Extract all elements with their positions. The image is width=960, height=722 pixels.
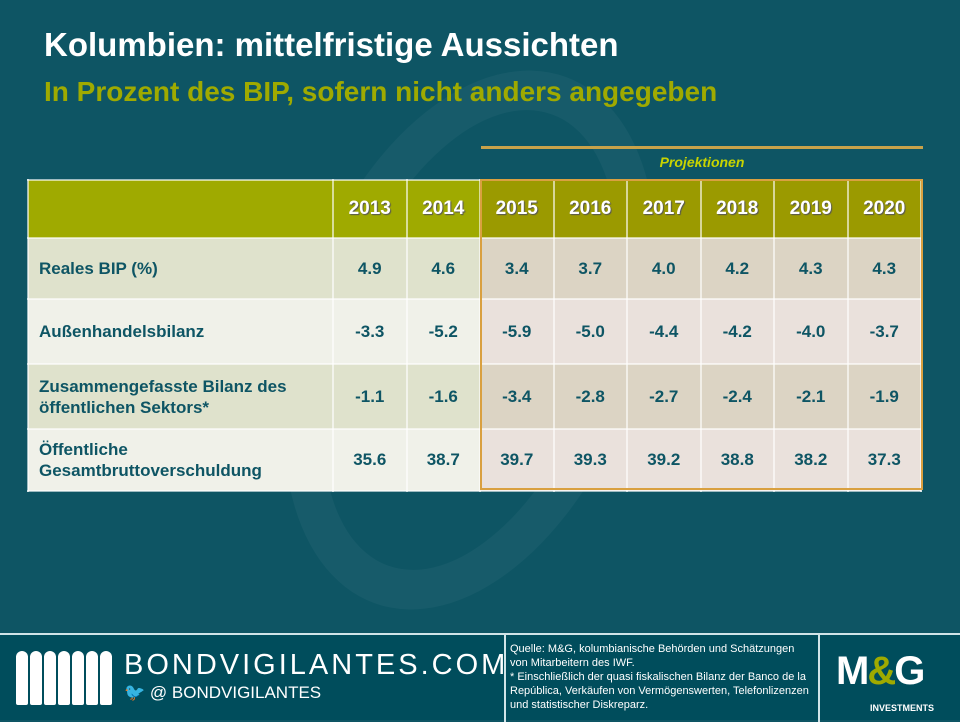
table-cell: -2.8: [552, 363, 628, 430]
table-cell: -1.9: [846, 363, 922, 430]
year-header: 2020: [846, 179, 922, 239]
table-cell: 35.6: [332, 428, 408, 492]
divider: [504, 635, 506, 722]
table-cell: 4.3: [846, 237, 922, 300]
table-cell: 39.2: [626, 428, 702, 492]
page-title: Kolumbien: mittelfristige Aussichten: [44, 26, 619, 63]
year-header: 2018: [699, 179, 775, 239]
row-label: Zusammengefasste Bilanz des öffentlichen…: [27, 363, 334, 430]
table-cell: 4.2: [699, 237, 775, 300]
source-note: Quelle: M&G, kolumbianische Behörden und…: [510, 642, 810, 712]
table-cell: -2.7: [626, 363, 702, 430]
table-cell: 4.9: [332, 237, 408, 300]
table-cell: -4.2: [699, 298, 775, 365]
projections-line: [481, 146, 923, 149]
table-cell: -2.1: [773, 363, 849, 430]
table-row: Reales BIP (%) 4.9 4.6 3.4 3.7 4.0 4.2 4.3 4.3: [27, 237, 922, 300]
table-cell: -4.4: [626, 298, 702, 365]
mg-logo: M&G: [836, 649, 925, 693]
table-cell: -5.0: [552, 298, 628, 365]
table-row: Außenhandelsbilanz -3.3 -5.2 -5.9 -5.0 -4.4 -4…: [27, 298, 922, 365]
year-header: 2013: [332, 179, 408, 239]
table-cell: 38.2: [773, 428, 849, 492]
footnote-text: * Einschließlich der quasi fiskalischen …: [510, 671, 809, 711]
twitter-handle-text: @ BONDVIGILANTES: [149, 683, 322, 702]
logo-subtitle: INVESTMENTS: [870, 703, 935, 713]
header-blank: [27, 179, 334, 239]
table-cell: 4.0: [626, 237, 702, 300]
table-header-row: 2013 2014 2015 2016 2017 2018 2019 2020: [27, 179, 922, 239]
table-cell: 38.7: [405, 428, 481, 492]
table-row: Öffentliche Gesamtbruttoverschuldung 35.6…: [27, 428, 922, 492]
year-header: 2017: [626, 179, 702, 239]
table-cell: 38.8: [699, 428, 775, 492]
table-cell: -2.4: [699, 363, 775, 430]
table-cell: -3.3: [332, 298, 408, 365]
projections-label: Projektionen: [659, 154, 745, 170]
table-cell: -3.4: [479, 363, 555, 430]
table-cell: -5.9: [479, 298, 555, 365]
table-cell: 39.7: [479, 428, 555, 492]
table-cell: 37.3: [846, 428, 922, 492]
table-cell: -1.6: [405, 363, 481, 430]
table-row: Zusammengefasste Bilanz des öffentlichen…: [27, 363, 922, 430]
footer: BONDVIGILANTES.COM 🐦 @ BONDVIGILANTES Qu…: [0, 633, 960, 722]
row-label: Öffentliche Gesamtbruttoverschuldung: [27, 428, 334, 492]
page-subtitle: In Prozent des BIP, sofern nicht anders …: [44, 76, 718, 107]
table-cell: 3.7: [552, 237, 628, 300]
year-header: 2014: [405, 179, 481, 239]
table-cell: 4.3: [773, 237, 849, 300]
year-header: 2016: [552, 179, 628, 239]
table-cell: 39.3: [552, 428, 628, 492]
twitter-icon: 🐦: [124, 683, 146, 702]
table-cell: 3.4: [479, 237, 555, 300]
site-link[interactable]: BONDVIGILANTES.COM: [124, 649, 509, 681]
divider: [818, 635, 820, 722]
row-label: Außenhandelsbilanz: [27, 298, 334, 365]
twitter-handle[interactable]: 🐦 @ BONDVIGILANTES: [124, 683, 321, 703]
source-text: Quelle: M&G, kolumbianische Behörden und…: [510, 643, 795, 669]
table-cell: -4.0: [773, 298, 849, 365]
year-header: 2019: [773, 179, 849, 239]
outlook-table: 2013 2014 2015 2016 2017 2018 2019 2020 …: [27, 179, 922, 492]
table-cell: -3.7: [846, 298, 922, 365]
row-label: Reales BIP (%): [27, 237, 334, 300]
year-header: 2015: [479, 179, 555, 239]
table-cell: -1.1: [332, 363, 408, 430]
people-silhouette-icon: [16, 651, 112, 705]
table-cell: 4.6: [405, 237, 481, 300]
table-cell: -5.2: [405, 298, 481, 365]
